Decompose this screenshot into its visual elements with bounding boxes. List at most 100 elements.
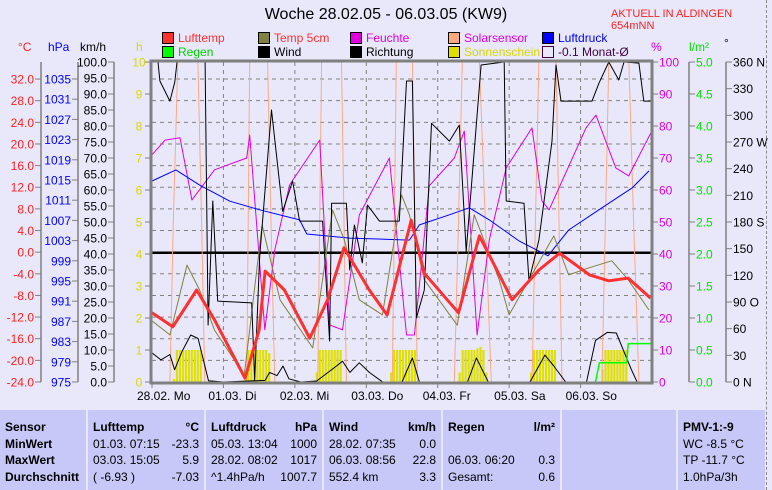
sunshine-bar — [458, 372, 461, 382]
axis-tick-label-humidity: 40 — [659, 248, 673, 262]
axis-tick-label-pressure: 1027 — [44, 113, 71, 127]
sunshine-bar — [470, 350, 473, 382]
sunshine-bar — [175, 350, 179, 382]
axis-tick-label-wind: 40.0 — [84, 248, 108, 262]
cell-pressure-trend: 1.0hPa/3h — [683, 469, 738, 484]
sunshine-bar — [529, 372, 533, 382]
weather-chart: 32.028.024.020.016.012.08.04.00.0-4.0-8.… — [7, 56, 769, 404]
header-cell: Lufttemp °C — [93, 420, 199, 437]
col-lufttemp: Lufttemp °C 01.03. 07:15 -23.3 03.03. 15:0… — [88, 410, 206, 490]
axis-tick-label-wind: 65.0 — [84, 168, 108, 182]
sunshine-bar — [616, 350, 619, 382]
table-cell: 05.03. 13:04 1000 — [211, 437, 317, 454]
table-cell: 28.02. 07:35 0.0 — [329, 437, 436, 454]
axis-tick-label-direction: 360 N — [733, 56, 765, 70]
stats-table: Sensor MinWert MaxWert Durchschnitt Luft… — [0, 410, 765, 490]
axis-tick-label-wind: 45.0 — [84, 232, 108, 246]
axis-tick-label-sun: 4 — [136, 248, 143, 262]
sunshine-bar — [321, 350, 324, 382]
axis-tick-label-direction: 0 N — [733, 376, 752, 390]
legend-swatch — [542, 46, 554, 58]
col-empty — [562, 410, 678, 490]
table-cell: 03.03. 15:05 5.9 — [93, 453, 199, 470]
x-tick-label: 04.03. Fr — [423, 389, 471, 403]
axis-tick-label-rain: 3.0 — [696, 184, 713, 198]
axis-tick-label-sun: 5 — [136, 216, 143, 230]
legend-label: Lufttemp — [178, 31, 225, 45]
axis-tick-label-temp: 24.0 — [11, 116, 35, 130]
sunshine-bar — [199, 350, 202, 382]
legend-item-monat-avg: -0.1 Monat-Ø — [542, 45, 629, 59]
legend-label: Solarsensor — [464, 31, 529, 45]
chart-title: Woche 28.02.05 - 06.03.05 (KW9) — [264, 6, 508, 23]
header-cell: Wind km/h — [329, 420, 436, 437]
axis-tick-label-temp: 0.0 — [17, 246, 34, 260]
cell-time: 552.4 km — [329, 469, 379, 484]
sunshine-bar — [467, 350, 470, 382]
x-tick-label: 28.02. Mo — [137, 389, 191, 403]
sunshine-bar — [402, 350, 405, 382]
axis-tick-label-wind: 95.0 — [84, 72, 108, 86]
sunshine-bar — [538, 350, 542, 382]
cell-windchill: WC -8.5 °C — [683, 436, 744, 451]
axis-tick-label-wind: 75.0 — [84, 136, 108, 150]
axis-tick-label-wind: 10.0 — [84, 344, 108, 358]
axis-tick-label-temp: -16.0 — [7, 332, 35, 346]
sunshine-bar — [336, 350, 339, 382]
axis-tick-label-temp: -24.0 — [7, 376, 35, 390]
cell-value: 5.9 — [182, 453, 199, 467]
legend-swatch — [350, 32, 362, 44]
cell-value: 0.0 — [419, 436, 436, 451]
axis-tick-label-humidity: 90 — [659, 88, 673, 102]
sunshine-bar — [250, 350, 253, 382]
table-cell — [448, 437, 555, 454]
axis-tick-label-sun: 9 — [136, 88, 143, 102]
header-rain-unit: l/m² — [533, 420, 555, 434]
sunshine-bar — [550, 350, 554, 382]
axis-tick-label-humidity: 100 — [659, 56, 679, 70]
cell-time: 01.03. 07:15 — [93, 436, 160, 451]
legend-swatch — [542, 32, 554, 44]
header-cell: Luftdruck hPa — [211, 420, 317, 437]
table-cell: TP -11.7 °C — [683, 453, 760, 470]
axis-tick-label-rain: 3.5 — [696, 152, 713, 166]
axis-tick-label-rain: 5.0 — [696, 56, 713, 70]
col-pmv: PMV-1:-9 WC -8.5 °C TP -11.7 °C 1.0hPa/3… — [678, 410, 765, 490]
sunshine-bar — [187, 350, 190, 382]
sunshine-bar — [181, 350, 184, 382]
col-sensor: Sensor MinWert MaxWert Durchschnitt — [0, 410, 88, 490]
axis-tick-label-rain: 0.0 — [696, 376, 713, 390]
series-richtung — [152, 61, 651, 381]
axis-tick-label-pressure: 999 — [51, 254, 71, 268]
sunshine-bar — [461, 350, 464, 382]
legend-label: Regen — [178, 45, 214, 59]
sunshine-bar — [625, 350, 628, 382]
legend-label: Richtung — [366, 45, 414, 59]
axis-tick-label-wind: 100.0 — [77, 56, 107, 70]
sunshine-bar — [190, 350, 193, 382]
sunshine-bar — [172, 378, 176, 382]
legend-item-luftdruck: Luftdruck — [542, 31, 607, 45]
table-cell: Gesamt: 0.6 — [448, 470, 555, 487]
cell-time: 05.03. 13:04 — [211, 436, 278, 451]
sunshine-bar — [390, 372, 393, 382]
legend-item-regen: Regen — [162, 45, 213, 59]
axis-tick-label-direction: 240 — [733, 162, 753, 176]
sunshine-bar — [193, 350, 196, 382]
axis-tick-label-pressure: 1031 — [44, 93, 71, 107]
axis-tick-label-wind: 25.0 — [84, 296, 108, 310]
location-label: AKTUELL IN ALDINGEN 654mNN — [611, 8, 733, 32]
sunshine-bar — [327, 350, 330, 382]
axis-tick-label-wind: 55.0 — [84, 200, 108, 214]
axis-unit-humidity: % — [651, 40, 662, 54]
axis-tick-label-wind: 85.0 — [84, 104, 108, 118]
sunshine-bar — [339, 350, 342, 382]
sunshine-bar — [256, 350, 259, 382]
axis-tick-label-wind: 60.0 — [84, 184, 108, 198]
axis-tick-label-sun: 2 — [136, 312, 143, 326]
sunshine-bar — [553, 350, 556, 382]
cell-time: ( -6.93 ) — [93, 469, 136, 484]
cell-time: 06.03. 08:56 — [329, 453, 396, 467]
axis-tick-label-sun: 10 — [132, 56, 146, 70]
header-temp: Lufttemp — [93, 420, 145, 434]
